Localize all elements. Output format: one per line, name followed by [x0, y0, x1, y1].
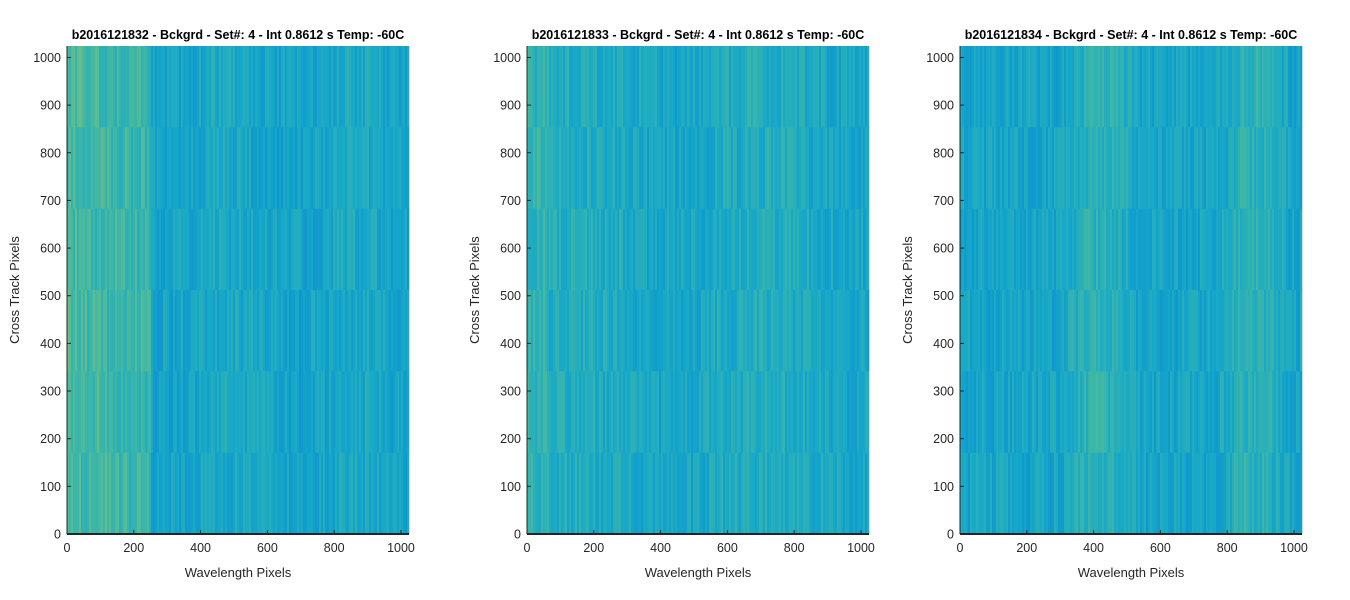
y-tick-label: 900 — [933, 99, 954, 113]
y-tick-label: 400 — [500, 337, 521, 351]
x-tick-label: 800 — [784, 541, 805, 555]
x-axis-label: Wavelength Pixels — [1078, 565, 1185, 580]
x-tick-label: 200 — [583, 541, 604, 555]
y-tick-label: 0 — [947, 528, 954, 542]
chart-title: b2016121834 - Bckgrd - Set#: 4 - Int 0.8… — [965, 28, 1298, 42]
y-tick-label: 1000 — [926, 51, 954, 65]
y-tick-label: 300 — [500, 385, 521, 399]
x-tick-label: 800 — [1217, 541, 1238, 555]
y-tick-label: 500 — [500, 289, 521, 303]
y-tick-label: 300 — [40, 385, 61, 399]
y-tick-label: 0 — [54, 528, 61, 542]
heatmap-image — [67, 46, 410, 535]
y-axis-label: Cross Track Pixels — [900, 236, 915, 344]
chart-title: b2016121832 - Bckgrd - Set#: 4 - Int 0.8… — [72, 28, 405, 42]
y-tick-label: 300 — [933, 385, 954, 399]
heatmap-image — [527, 46, 870, 535]
y-axis-label: Cross Track Pixels — [7, 236, 22, 344]
x-tick-label: 1000 — [847, 541, 875, 555]
x-tick-label: 600 — [1150, 541, 1171, 555]
y-tick-label: 800 — [40, 146, 61, 160]
x-tick-label: 600 — [257, 541, 278, 555]
x-axis-label: Wavelength Pixels — [185, 565, 292, 580]
y-tick-label: 100 — [40, 480, 61, 494]
y-tick-label: 700 — [40, 194, 61, 208]
x-tick-label: 400 — [1083, 541, 1104, 555]
x-tick-label: 1000 — [387, 541, 415, 555]
x-axis-label: Wavelength Pixels — [645, 565, 752, 580]
y-tick-label: 200 — [500, 432, 521, 446]
x-tick-label: 400 — [650, 541, 671, 555]
y-axis-label: Cross Track Pixels — [467, 236, 482, 344]
x-tick-label: 400 — [190, 541, 211, 555]
y-tick-label: 700 — [933, 194, 954, 208]
panel-3: 0 200 400 600 800 1000 0 100 200 300 400 500 600 700 8… — [900, 28, 1308, 580]
y-tick-label: 0 — [514, 528, 521, 542]
y-tick-label: 800 — [500, 146, 521, 160]
panel-2: 0 200 400 600 800 1000 0 100 200 300 400 500 600 700 8… — [467, 28, 875, 580]
y-tick-label: 800 — [933, 146, 954, 160]
x-tick-label: 600 — [717, 541, 738, 555]
panel-1: 0 200 400 600 800 1000 0 100 200 300 400 500 600 700 8… — [7, 28, 415, 580]
y-tick-label: 600 — [40, 242, 61, 256]
y-tick-label: 200 — [933, 432, 954, 446]
x-tick-label: 800 — [324, 541, 345, 555]
y-tick-label: 600 — [933, 242, 954, 256]
y-tick-label: 500 — [933, 289, 954, 303]
y-tick-label: 100 — [933, 480, 954, 494]
y-tick-label: 500 — [40, 289, 61, 303]
x-tick-label: 0 — [64, 541, 71, 555]
x-tick-label: 1000 — [1280, 541, 1308, 555]
x-tick-label: 200 — [1016, 541, 1037, 555]
y-tick-label: 400 — [933, 337, 954, 351]
y-tick-label: 700 — [500, 194, 521, 208]
heatmap-image — [960, 46, 1303, 535]
y-tick-label: 400 — [40, 337, 61, 351]
y-tick-label: 1000 — [493, 51, 521, 65]
y-tick-label: 900 — [500, 99, 521, 113]
x-tick-label: 0 — [524, 541, 531, 555]
y-tick-label: 1000 — [33, 51, 61, 65]
chart-title: b2016121833 - Bckgrd - Set#: 4 - Int 0.8… — [532, 28, 865, 42]
x-tick-label: 200 — [123, 541, 144, 555]
y-tick-label: 600 — [500, 242, 521, 256]
y-tick-label: 200 — [40, 432, 61, 446]
y-tick-label: 100 — [500, 480, 521, 494]
x-tick-label: 0 — [957, 541, 964, 555]
y-tick-label: 900 — [40, 99, 61, 113]
